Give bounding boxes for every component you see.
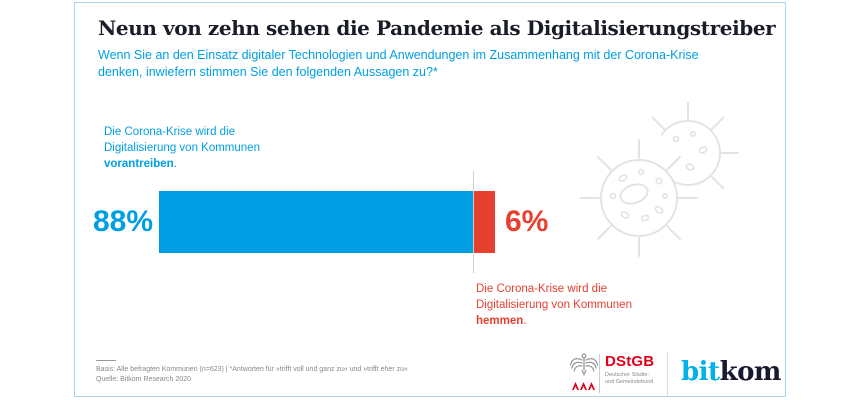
negative-value: 6%	[505, 205, 549, 238]
footnote-basis: Basis: Alle befragten Kommunen (n=623) |…	[96, 366, 408, 373]
infographic-card: Neun von zehn sehen die Pandemie als Dig…	[74, 2, 786, 397]
negative-statement-line1: Die Corona-Krise wird die	[476, 283, 608, 295]
bitkom-logo-kom: kom	[719, 357, 782, 387]
dstgb-subline2: und Gemeindebund	[605, 378, 654, 385]
dstgb-logo-divider	[599, 354, 600, 393]
positive-value: 88%	[92, 205, 153, 238]
dstgb-subline1: Deutscher Städte-	[605, 372, 650, 378]
positive-statement-period: .	[173, 158, 177, 170]
logo-divider	[667, 352, 668, 396]
negative-statement-line2: Digitalisierung von Kommunen	[476, 299, 632, 311]
coronavirus-icon	[580, 102, 739, 257]
negative-statement-label: Die Corona-Krise wird die Digitalisierung…	[476, 281, 632, 329]
footnote-source: Quelle: Bitkom Research 2020	[96, 376, 191, 383]
positive-statement-line2: Digitalisierung von Kommunen	[104, 142, 260, 154]
dstgb-logo-subline: Deutscher Städte-und Gemeindebund	[605, 372, 653, 385]
page-title: Neun von zehn sehen die Pandemie als Dig…	[98, 16, 776, 40]
virus-small-icon	[651, 102, 739, 190]
negative-statement-period: .	[523, 315, 527, 327]
survey-question: Wenn Sie an den Einsatz digitaler Techno…	[98, 47, 748, 81]
bitkom-logo: bitkom	[681, 357, 781, 387]
bar-positive	[159, 191, 474, 253]
stacked-bar	[159, 191, 495, 253]
survey-question-line1: Wenn Sie an den Einsatz digitaler Techno…	[98, 48, 699, 62]
dstgb-logo: DStGB	[605, 353, 655, 370]
positive-statement-label: Die Corona-Krise wird die Digitalisierung…	[104, 124, 260, 172]
footnote-rule	[96, 360, 116, 361]
bar-divider-line	[473, 171, 474, 273]
bar-negative	[473, 191, 495, 253]
positive-statement-keyword: vorantreiben	[104, 158, 174, 170]
survey-question-line2: denken, inwiefern stimmen Sie den folgen…	[98, 65, 438, 79]
positive-statement-line1: Die Corona-Krise wird die	[104, 126, 236, 138]
dstgb-eagle-icon	[569, 353, 599, 390]
bitkom-logo-bit: bit	[681, 357, 720, 387]
negative-statement-keyword: hemmen	[476, 315, 524, 327]
virus-large-icon	[580, 139, 698, 257]
